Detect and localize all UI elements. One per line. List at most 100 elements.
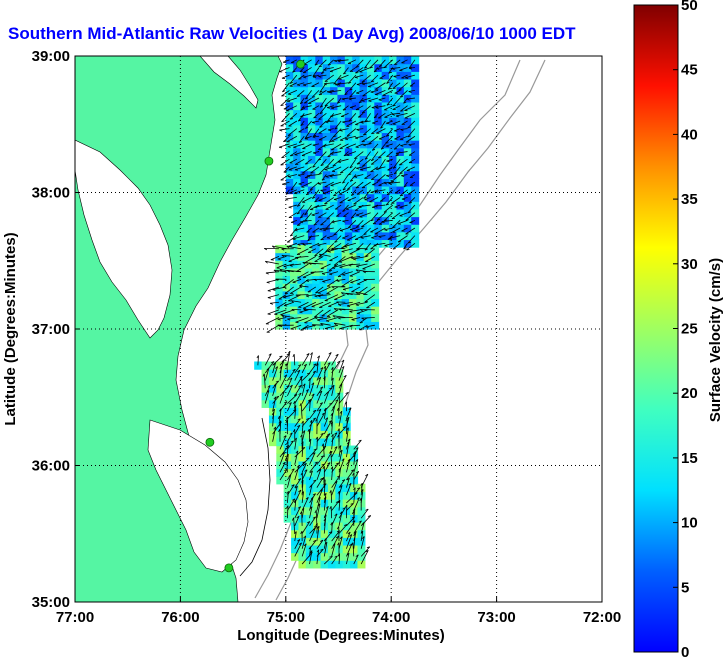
velocity-cell [313, 514, 322, 523]
velocity-cell [403, 239, 412, 248]
velocity-vector-head [271, 245, 275, 249]
velocity-vector [408, 151, 416, 156]
velocity-vector [317, 286, 331, 294]
velocity-vector-head [355, 447, 359, 450]
velocity-vector [320, 158, 327, 166]
velocity-cell [319, 244, 328, 254]
velocity-cell [359, 56, 368, 65]
velocity-vector [324, 294, 339, 301]
velocity-vector-head [358, 101, 362, 104]
velocity-vector [348, 263, 361, 266]
velocity-vector [363, 227, 371, 235]
velocity-cell [300, 63, 309, 72]
velocity-cell [315, 109, 324, 118]
velocity-cell [389, 109, 398, 118]
velocity-vector-head [314, 206, 318, 209]
velocity-vector [331, 219, 342, 223]
velocity-cell [389, 224, 398, 233]
velocity-vector [346, 543, 353, 557]
velocity-cell [307, 132, 316, 141]
velocity-vector [347, 197, 357, 201]
velocity-vector-head [297, 418, 301, 421]
velocity-cell [300, 132, 309, 141]
velocity-cell [342, 552, 351, 561]
velocity-vector-head [370, 80, 375, 83]
velocity-cell [342, 460, 351, 470]
velocity-vector [264, 353, 272, 366]
velocity-vector [338, 426, 347, 435]
velocity-cell [356, 244, 365, 254]
velocity-cell [381, 201, 390, 210]
velocity-cell [389, 231, 398, 241]
velocity-vector-head [333, 233, 337, 236]
velocity-cell [293, 63, 302, 72]
velocity-cell [349, 244, 358, 254]
velocity-vector [376, 67, 386, 69]
velocity-vector [318, 248, 331, 258]
velocity-vector-head [407, 135, 411, 138]
site-markers [205, 59, 305, 573]
velocity-cell [285, 155, 294, 164]
velocity-vector [378, 59, 386, 67]
velocity-vector [354, 174, 364, 178]
velocity-cell [374, 56, 383, 65]
velocity-vector-head [339, 410, 343, 414]
velocity-cell [307, 231, 316, 241]
velocity-vector [343, 151, 349, 157]
velocity-vector [361, 105, 371, 114]
velocity-vector-head [339, 511, 343, 515]
velocity-vector-head [299, 377, 302, 381]
velocity-vector-head [385, 145, 389, 148]
velocity-vector-head [392, 166, 397, 169]
velocity-cell [305, 445, 314, 454]
velocity-vector [301, 197, 312, 203]
velocity-vector-head [298, 392, 302, 395]
velocity-vector-head [300, 472, 303, 476]
velocity-cell [305, 514, 314, 523]
velocity-cell [305, 552, 314, 561]
velocity-vector [394, 59, 401, 65]
velocity-vector-head [325, 166, 330, 169]
colorbar-tick-label: 5 [681, 579, 689, 596]
velocity-vector [401, 59, 408, 64]
velocity-cell [330, 140, 339, 149]
velocity-vector [361, 220, 371, 228]
velocity-vector-head [323, 69, 327, 71]
velocity-vector-head [312, 152, 317, 155]
velocity-cell [371, 267, 380, 277]
velocity-cell [350, 453, 359, 462]
velocity-cell [290, 313, 298, 322]
velocity-vector [348, 220, 357, 228]
velocity-cell [337, 163, 346, 172]
velocity-cell [411, 56, 420, 65]
velocity-vector [322, 278, 331, 282]
velocity-cell [366, 117, 375, 126]
velocity-vector [380, 143, 386, 150]
velocity-cell [342, 483, 351, 493]
velocity-vector-head [372, 149, 376, 151]
velocity-vector-head [305, 97, 309, 100]
velocity-vector-head [293, 146, 297, 149]
velocity-cell [268, 361, 277, 370]
velocity-cell [403, 185, 412, 195]
velocity-cell [298, 491, 307, 500]
velocity-vector [361, 97, 371, 102]
velocity-cell [335, 445, 344, 454]
velocity-vector-head [291, 484, 295, 487]
velocity-cell [300, 163, 309, 172]
x-axis: 77:00 76:00 75:00 74:00 73:00 72:00 [56, 597, 621, 626]
velocity-cell [326, 298, 335, 307]
velocity-vector [339, 143, 349, 149]
velocity-cell [403, 201, 412, 210]
velocity-cell [313, 399, 322, 408]
velocity-cell [381, 78, 390, 88]
velocity-vector-head [394, 172, 398, 175]
velocity-vector [395, 151, 408, 154]
velocity-cell [359, 117, 368, 126]
velocity-vector [375, 105, 386, 108]
velocity-vector [305, 120, 312, 129]
velocity-cell [403, 140, 412, 149]
velocity-cell [293, 117, 302, 126]
velocity-vector-head [298, 119, 302, 122]
velocity-vector-head [267, 385, 271, 388]
